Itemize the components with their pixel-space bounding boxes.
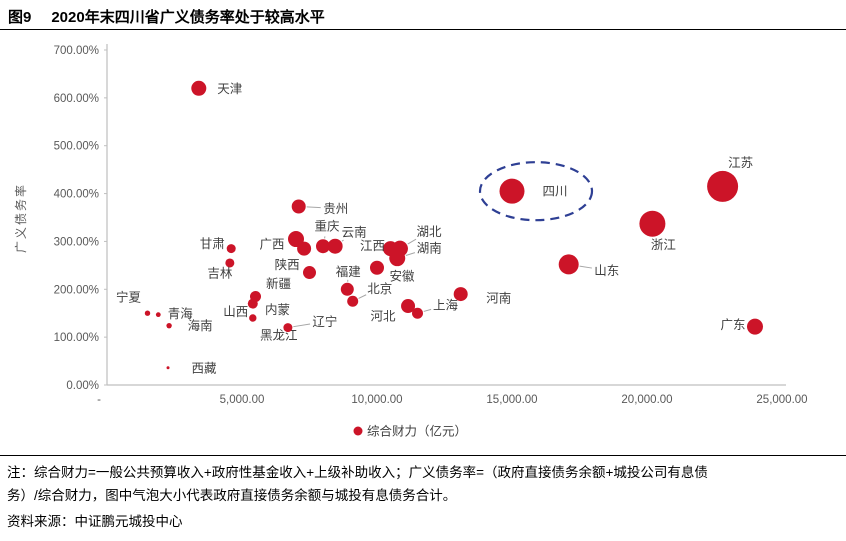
label-leader-line [306, 206, 321, 209]
province-label: 海南 [188, 318, 213, 333]
province-label: 四川 [542, 185, 567, 199]
x-axis-tick-label: - [97, 394, 101, 406]
y-axis-tick-label: 500.00% [54, 141, 99, 153]
bubble [389, 250, 406, 267]
figure-number: 图9 [8, 9, 32, 26]
x-axis-tick-label: 10,000.00 [351, 394, 402, 406]
x-axis-tick-label: 20,000.00 [621, 394, 672, 406]
bubble [226, 244, 236, 254]
bubble [747, 318, 763, 335]
bubble [297, 241, 312, 256]
province-label: 青海 [168, 306, 194, 321]
label-leader-line [358, 294, 367, 299]
province-label: 广东 [720, 318, 745, 332]
label-leader-line [405, 252, 416, 256]
y-axis-tick-label: 300.00% [54, 236, 99, 248]
province-label: 福建 [336, 264, 362, 279]
notes-divider [0, 455, 846, 456]
province-label: 山东 [594, 264, 619, 278]
bubble [412, 307, 423, 319]
bubble [249, 314, 257, 322]
province-label: 甘肃 [200, 237, 225, 251]
province-label: 西藏 [192, 361, 218, 375]
label-leader-line [423, 308, 432, 312]
bubble [639, 210, 666, 237]
figure-title-text: 2020年末四川省广义债务率处于较高水平 [51, 9, 325, 26]
title-divider [0, 29, 846, 30]
bubble [166, 366, 170, 370]
bubble [370, 260, 384, 275]
bubble [166, 322, 172, 329]
province-label: 湖北 [416, 224, 442, 239]
figure-title: 图9 2020年末四川省广义债务率处于较高水平 [0, 0, 846, 31]
province-label: 湖南 [417, 241, 442, 256]
x-axis-tick-label: 15,000.00 [486, 394, 537, 406]
label-leader-line [293, 323, 311, 328]
bubble [453, 287, 468, 302]
province-label: 吉林 [207, 266, 233, 280]
label-leader-line [579, 265, 592, 269]
legend-marker-icon [353, 426, 363, 436]
province-label: 北京 [367, 282, 392, 296]
footnotes: 注：综合财力=一般公共预算收入+政府性基金收入+上级补助收入；广义债务率=（政府… [0, 461, 846, 533]
chart-area: 0.00% 100.00% 200.00% 300.00% 400.00% 500.00%… [13, 44, 808, 439]
province-label: 河北 [371, 310, 397, 324]
bubble [225, 258, 235, 268]
province-label: 天津 [217, 82, 242, 96]
note-line-2: 务）/综合财力，图中气泡大小代表政府直接债务余额与城投有息债务合计。 [7, 488, 457, 503]
highlight-ellipse [478, 161, 594, 222]
source-line: 资料来源：中证鹏元城投中心 [7, 514, 183, 529]
bubble [303, 266, 316, 280]
bubble [558, 254, 579, 275]
province-label: 重庆 [314, 219, 340, 234]
y-axis-title: 广义债务率 [13, 183, 28, 253]
province-label: 广西 [259, 238, 284, 252]
province-label: 宁夏 [116, 290, 142, 305]
province-label: 陕西 [275, 257, 300, 272]
province-label: 黑龙江 [260, 329, 298, 343]
province-label: 云南 [342, 225, 367, 240]
bubble [155, 312, 161, 318]
y-axis-tick-label: 0.00% [66, 380, 99, 392]
bubble [707, 170, 739, 202]
province-label: 浙江 [651, 237, 676, 252]
bubble [191, 80, 207, 96]
bubble [283, 323, 293, 333]
bubble [247, 298, 258, 309]
y-axis-tick-label: 400.00% [54, 189, 99, 201]
y-axis-tick-label: 200.00% [54, 284, 99, 296]
bubble [401, 299, 416, 314]
province-label: 安徽 [389, 268, 415, 283]
label-leader-line [407, 238, 417, 245]
x-axis-tick-label: 5,000.00 [220, 394, 265, 406]
province-label: 江苏 [728, 155, 753, 170]
bubble [316, 239, 330, 254]
province-label: 河南 [486, 291, 511, 306]
bubble [327, 238, 343, 254]
bubble [291, 199, 306, 214]
x-axis-tick-label: 25,000.00 [756, 394, 807, 406]
bubble-chart: 0.00% 100.00% 200.00% 300.00% 400.00% 500.00%… [13, 44, 808, 439]
province-label: 辽宁 [312, 314, 337, 329]
province-label: 内蒙 [265, 303, 290, 317]
y-axis-tick-label: 100.00% [54, 332, 99, 344]
legend-label: 综合财力（亿元） [367, 424, 467, 439]
bubble [340, 282, 354, 296]
label-leader-line [341, 239, 344, 242]
province-label: 山西 [223, 305, 248, 319]
province-label: 贵州 [323, 202, 348, 216]
y-axis-tick-label: 700.00% [54, 45, 99, 57]
y-axis-tick-label: 600.00% [54, 93, 99, 105]
note-line-1: 注：综合财力=一般公共预算收入+政府性基金收入+上级补助收入；广义债务率=（政府… [7, 465, 708, 480]
bubble [347, 295, 359, 307]
bubble [144, 310, 151, 316]
bubble [499, 178, 525, 204]
province-label: 新疆 [266, 276, 291, 291]
province-label: 上海 [433, 298, 459, 313]
province-label: 江西 [360, 239, 385, 253]
